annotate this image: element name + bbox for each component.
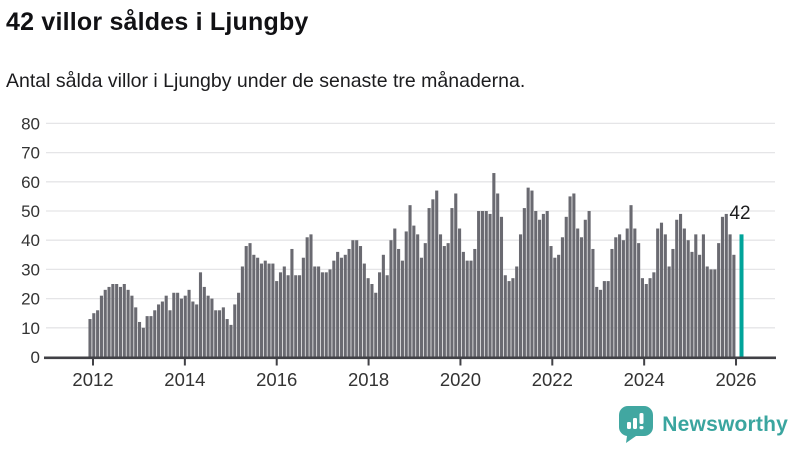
chart-title: 42 villor såldes i Ljungby	[6, 8, 309, 36]
svg-text:0: 0	[31, 348, 40, 367]
chart-subtitle: Antal sålda villor i Ljungby under de se…	[6, 70, 526, 92]
svg-text:80: 80	[21, 114, 40, 133]
brand-footer: Newsworthy	[619, 406, 788, 443]
svg-text:2024: 2024	[624, 369, 665, 390]
svg-text:2016: 2016	[256, 369, 297, 390]
newsworthy-logo-icon	[619, 406, 654, 443]
svg-text:70: 70	[21, 144, 40, 163]
svg-text:20: 20	[21, 290, 40, 309]
svg-text:2014: 2014	[164, 369, 205, 390]
brand-name: Newsworthy	[662, 412, 788, 436]
svg-text:2020: 2020	[440, 369, 481, 390]
svg-text:2018: 2018	[348, 369, 389, 390]
svg-text:50: 50	[21, 202, 40, 221]
svg-text:40: 40	[21, 231, 40, 250]
svg-text:30: 30	[21, 260, 40, 279]
svg-text:60: 60	[21, 173, 40, 192]
svg-text:2026: 2026	[715, 369, 756, 390]
svg-text:2012: 2012	[72, 369, 113, 390]
logo-bars	[627, 413, 644, 430]
svg-text:10: 10	[21, 319, 40, 338]
svg-text:42: 42	[729, 203, 750, 224]
svg-text:2022: 2022	[532, 369, 573, 390]
